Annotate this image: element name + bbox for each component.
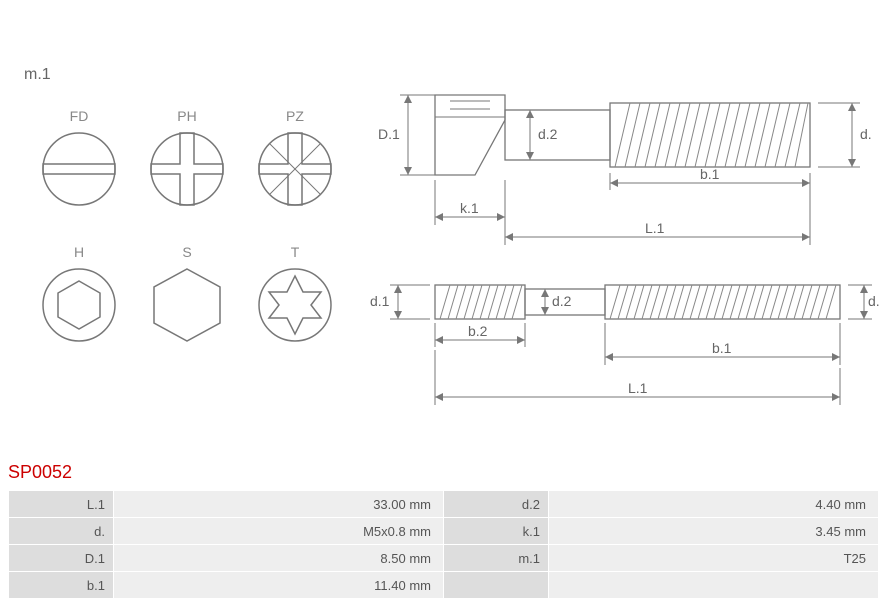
drive-ph-label: PH <box>148 108 226 124</box>
slot-icon <box>40 130 118 208</box>
drive-h: H <box>40 244 118 344</box>
spec-val: 8.50 mm <box>114 545 444 572</box>
table-row: L.1 33.00 mm d.2 4.40 mm <box>9 491 879 518</box>
spec-key <box>444 572 549 599</box>
drive-pz-label: PZ <box>256 108 334 124</box>
diagram-area: m.1 FD PH PZ H S <box>0 0 889 430</box>
spec-table: L.1 33.00 mm d.2 4.40 mm d. M5x0.8 mm k.… <box>8 490 879 599</box>
drive-h-label: H <box>40 244 118 260</box>
dim2-b2: b.2 <box>468 323 488 339</box>
dim2-d1: d.1 <box>370 293 390 309</box>
dim-k1: k.1 <box>460 200 479 216</box>
drive-ph: PH <box>148 108 226 208</box>
torx-icon <box>256 266 334 344</box>
drive-pz: PZ <box>256 108 334 208</box>
spec-val <box>549 572 879 599</box>
dim-b1: b.1 <box>700 166 720 182</box>
drive-s-label: S <box>148 244 226 260</box>
screw-drawing-1: D.1 d.2 d. k.1 b.1 L.1 <box>370 55 880 255</box>
spec-key: m.1 <box>444 545 549 572</box>
spec-val: 4.40 mm <box>549 491 879 518</box>
spec-val: 3.45 mm <box>549 518 879 545</box>
table-row: d. M5x0.8 mm k.1 3.45 mm <box>9 518 879 545</box>
m1-label: m.1 <box>24 66 51 84</box>
part-id: SP0052 <box>8 462 72 483</box>
spec-val: T25 <box>549 545 879 572</box>
drive-s: S <box>148 244 226 344</box>
table-row: D.1 8.50 mm m.1 T25 <box>9 545 879 572</box>
spec-key: k.1 <box>444 518 549 545</box>
dim2-d2: d.2 <box>552 293 572 309</box>
dim-d2: d.2 <box>538 126 558 142</box>
hexsocket-icon <box>40 266 118 344</box>
spec-key: L.1 <box>9 491 114 518</box>
dim2-d: d. <box>868 293 880 309</box>
spec-key: D.1 <box>9 545 114 572</box>
hexhead-icon <box>148 266 226 344</box>
dim-D1: D.1 <box>378 126 400 142</box>
pozi-icon <box>256 130 334 208</box>
spec-key: d. <box>9 518 114 545</box>
drive-fd-label: FD <box>40 108 118 124</box>
dim2-L1: L.1 <box>628 380 648 396</box>
phillips-icon <box>148 130 226 208</box>
dim-L1: L.1 <box>645 220 665 236</box>
dim-d: d. <box>860 126 872 142</box>
spec-key: d.2 <box>444 491 549 518</box>
table-row: b.1 11.40 mm <box>9 572 879 599</box>
drive-t: T <box>256 244 334 344</box>
drive-t-label: T <box>256 244 334 260</box>
spec-val: M5x0.8 mm <box>114 518 444 545</box>
spec-val: 11.40 mm <box>114 572 444 599</box>
spec-key: b.1 <box>9 572 114 599</box>
dim2-b1: b.1 <box>712 340 732 356</box>
spec-val: 33.00 mm <box>114 491 444 518</box>
screw-drawing-2: d.1 d.2 d. b.2 b.1 L.1 <box>370 265 880 425</box>
drive-fd: FD <box>40 108 118 208</box>
